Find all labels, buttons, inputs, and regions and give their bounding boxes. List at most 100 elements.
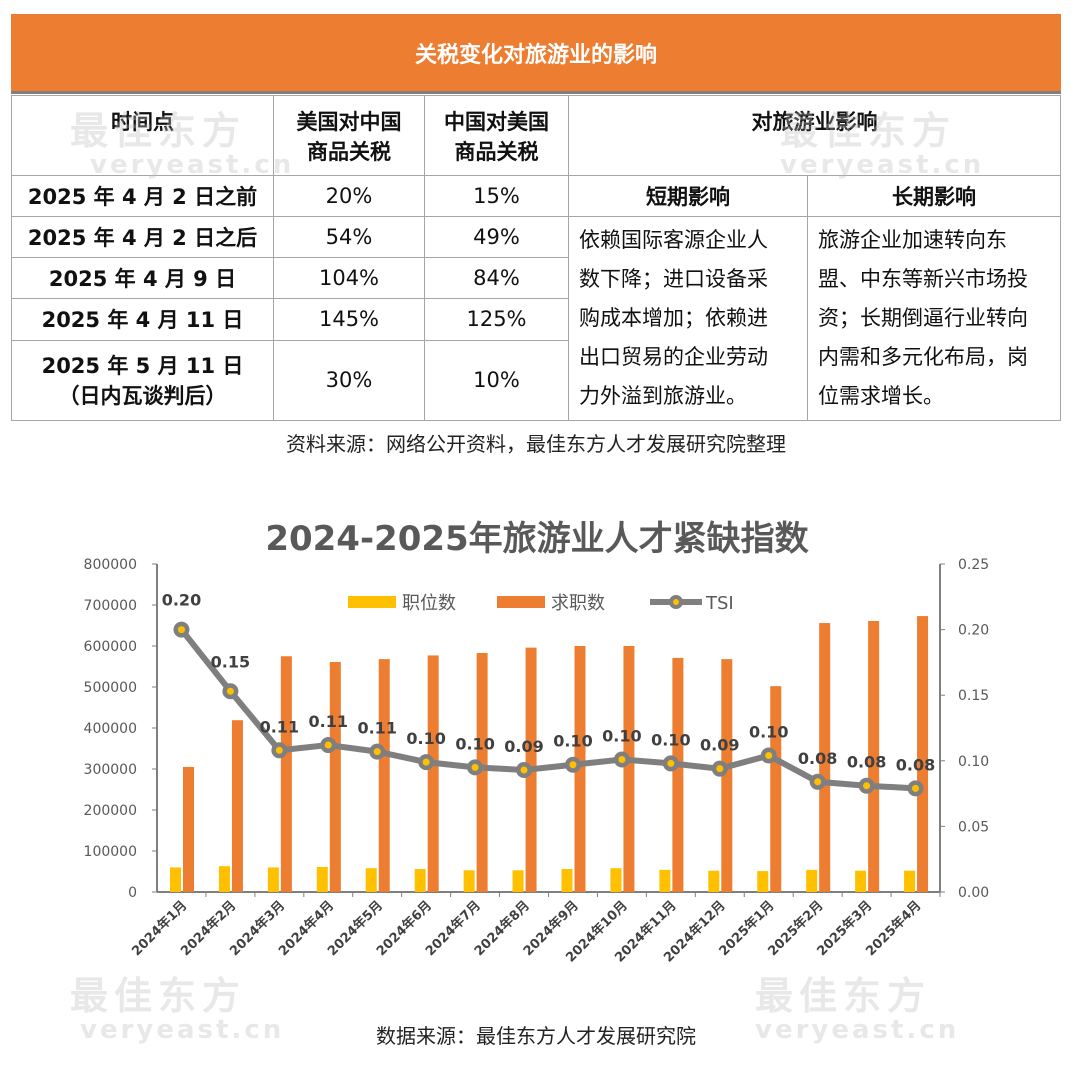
tsi-data-label: 0.10 <box>602 726 641 745</box>
tsi-marker-dot <box>814 778 822 786</box>
tsi-data-label: 0.15 <box>211 652 250 671</box>
header-us-on-cn: 美国对中国 商品关税 <box>273 95 425 176</box>
bar-0 <box>659 869 671 892</box>
bar-1 <box>868 620 880 892</box>
tsi-marker-dot <box>912 784 920 792</box>
tsi-marker-dot <box>422 758 430 766</box>
tariff-table: 时间点 美国对中国 商品关税 中国对美国 商品关税 对旅游业影响 2025 年 4 … <box>11 95 1061 422</box>
header-impact: 对旅游业影响 <box>568 95 1061 176</box>
right-tick-label: 0.15 <box>958 688 989 704</box>
tsi-data-label: 0.08 <box>847 753 886 772</box>
row-us: 30% <box>273 339 425 422</box>
tsi-marker-dot <box>863 782 871 790</box>
tsi-marker-dot <box>275 746 283 754</box>
tsi-marker-dot <box>569 761 577 769</box>
bar-0 <box>708 870 720 892</box>
bar-0 <box>610 868 622 892</box>
bar-0 <box>316 866 328 892</box>
bar-1 <box>721 659 733 892</box>
chart-source: 数据来源：最佳东方人才发展研究院 <box>376 1024 696 1048</box>
right-tick-label: 0.10 <box>958 754 989 770</box>
left-tick-label: 200000 <box>84 803 137 819</box>
left-tick-label: 600000 <box>84 639 137 655</box>
bar-1 <box>329 661 341 892</box>
left-tick-label: 800000 <box>84 557 137 573</box>
bar-0 <box>414 869 426 892</box>
row-cn: 15% <box>424 175 569 217</box>
row-time: 2025 年 4 月 11 日 <box>11 298 274 341</box>
bar-0 <box>855 870 867 892</box>
left-tick-label: 700000 <box>84 598 137 614</box>
tsi-marker-dot <box>667 759 675 767</box>
row-cn: 84% <box>424 257 569 300</box>
tsi-data-label: 0.09 <box>504 737 543 756</box>
tsi-data-label: 0.10 <box>455 734 494 753</box>
row-cn: 10% <box>424 339 569 422</box>
bar-0 <box>218 866 230 892</box>
bar-0 <box>512 870 524 892</box>
row-time: 2025 年 4 月 2 日之后 <box>11 215 274 259</box>
tsi-data-label: 0.10 <box>651 730 690 749</box>
tsi-marker-dot <box>618 755 626 763</box>
tsi-marker-dot <box>324 741 332 749</box>
bar-1 <box>183 766 194 892</box>
talent-shortage-chart: 2024-2025年旅游业人才紧缺指数 0 100000 200000 300000 40… <box>84 519 990 966</box>
tsi-data-label: 0.08 <box>896 755 935 774</box>
row-time: 2025 年 4 月 2 日之前 <box>11 175 274 217</box>
tsi-marker-dot <box>520 766 528 774</box>
tsi-line <box>179 627 916 792</box>
header-short: 短期影响 <box>568 175 808 217</box>
bar-0 <box>170 867 181 892</box>
short-impact: 依赖国际客源企业人 数下降；进口设备采 购成本增加；依赖进 出口贸易的企业劳动 力外溢到… <box>568 216 808 421</box>
bar-1 <box>231 720 243 892</box>
left-tick-label: 500000 <box>84 680 137 696</box>
right-tick-label: 0.25 <box>958 557 989 573</box>
bar-1 <box>378 659 390 892</box>
tsi-marker-dot <box>177 626 185 634</box>
legend-swatch <box>348 596 396 608</box>
bar-0 <box>806 869 818 892</box>
bar-0 <box>463 870 475 892</box>
bar-0 <box>267 867 279 892</box>
chart-title: 2024-2025年旅游业人才紧缺指数 <box>265 519 808 559</box>
header-time: 时间点 <box>11 95 274 176</box>
bar-1 <box>819 623 831 892</box>
bar-1 <box>672 657 684 892</box>
row-time: 2025 年 4 月 9 日 <box>11 257 274 300</box>
tsi-marker-dot <box>471 763 479 771</box>
tsi-data-label: 0.11 <box>260 717 299 736</box>
tsi-marker-dot <box>765 752 773 760</box>
bar-1 <box>623 646 635 892</box>
header-cn-on-us: 中国对美国 商品关税 <box>424 95 569 176</box>
left-tick-label: 300000 <box>84 762 137 778</box>
legend-marker-dot <box>673 599 679 605</box>
legend-swatch <box>497 596 545 608</box>
bar-0 <box>365 868 377 892</box>
left-tick-label: 100000 <box>84 844 137 860</box>
row-time: 2025 年 5 月 11 日（日内瓦谈判后） <box>11 339 274 422</box>
right-tick-label: 0.05 <box>958 819 989 835</box>
header-long: 长期影响 <box>807 175 1061 217</box>
tsi-data-label: 0.20 <box>162 591 201 610</box>
bar-1 <box>476 652 488 892</box>
row-us: 145% <box>273 298 425 341</box>
tsi-data-label: 0.10 <box>406 729 445 748</box>
legend-label: 求职数 <box>551 593 605 614</box>
left-tick-label: 400000 <box>84 721 137 737</box>
bar-1 <box>574 646 586 892</box>
tsi-data-label: 0.09 <box>700 736 739 755</box>
tsi-marker-dot <box>226 687 234 695</box>
legend-label: 职位数 <box>402 593 456 614</box>
bar-1 <box>770 686 782 892</box>
tsi-data-label: 0.11 <box>309 712 348 731</box>
tsi-data-label: 0.08 <box>798 749 837 768</box>
right-tick-label: 0.00 <box>958 885 989 901</box>
tsi-data-label: 0.10 <box>553 732 592 751</box>
long-impact: 旅游企业加速转向东 盟、中东等新兴市场投 资；长期倒逼行业转向 内需和多元化布局，岗位… <box>807 216 1061 421</box>
row-us: 54% <box>273 215 425 259</box>
tsi-marker-dot <box>373 748 381 756</box>
row-us: 104% <box>273 257 425 300</box>
row-cn: 125% <box>424 298 569 341</box>
bar-0 <box>757 871 769 892</box>
bar-1 <box>280 656 292 892</box>
